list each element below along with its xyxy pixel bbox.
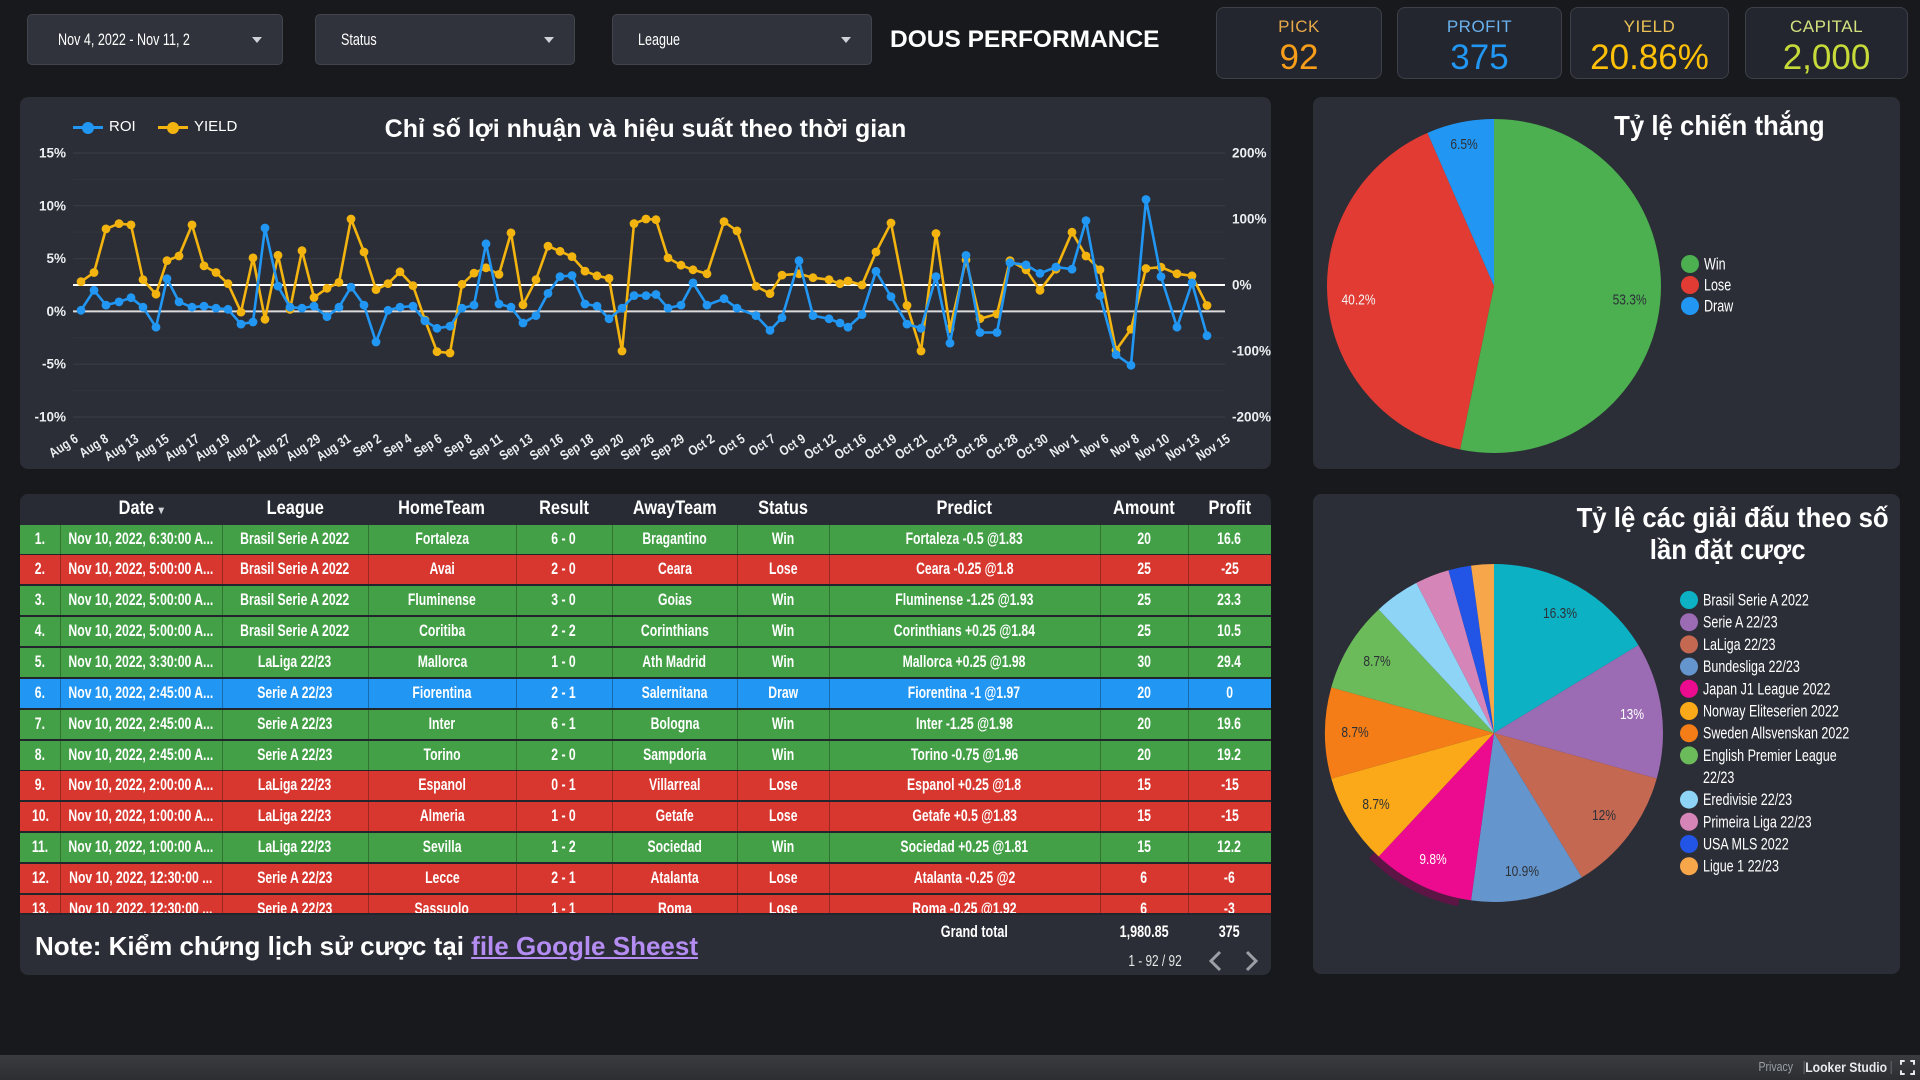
svg-text:15%: 15% — [39, 146, 66, 161]
svg-text:8.7%: 8.7% — [1363, 653, 1390, 670]
svg-text:Sep 6: Sep 6 — [411, 431, 445, 460]
svg-text:8.7%: 8.7% — [1341, 724, 1368, 741]
svg-text:10.9%: 10.9% — [1505, 863, 1539, 880]
svg-text:16.3%: 16.3% — [1543, 605, 1577, 622]
svg-text:Aug 29: Aug 29 — [283, 431, 323, 464]
svg-text:LaLiga 22/23: LaLiga 22/23 — [1703, 636, 1775, 654]
svg-text:Sep 4: Sep 4 — [381, 431, 415, 460]
svg-text:100%: 100% — [1232, 212, 1267, 227]
svg-text:Oct 9: Oct 9 — [776, 431, 808, 459]
svg-text:Aug 21: Aug 21 — [223, 431, 263, 464]
svg-text:Aug 27: Aug 27 — [253, 431, 293, 464]
svg-text:-100%: -100% — [1232, 344, 1271, 359]
svg-text:Nov 6: Nov 6 — [1077, 431, 1111, 461]
svg-text:9.8%: 9.8% — [1419, 851, 1446, 868]
svg-text:Aug 31: Aug 31 — [314, 431, 354, 464]
svg-text:Aug 6: Aug 6 — [46, 431, 81, 461]
svg-text:40.2%: 40.2% — [1341, 291, 1375, 308]
svg-text:-5%: -5% — [42, 357, 66, 372]
svg-text:Serie A 22/23: Serie A 22/23 — [1703, 614, 1778, 632]
svg-text:Oct 21: Oct 21 — [892, 431, 929, 463]
svg-text:Sep 16: Sep 16 — [527, 431, 566, 464]
svg-text:Nov 13: Nov 13 — [1163, 431, 1202, 464]
svg-text:USA MLS 2022: USA MLS 2022 — [1703, 836, 1789, 854]
svg-text:13%: 13% — [1620, 706, 1644, 723]
svg-text:Sweden Allsvenskan 2022: Sweden Allsvenskan 2022 — [1703, 725, 1849, 743]
svg-text:Nov 10: Nov 10 — [1133, 431, 1172, 464]
svg-text:200%: 200% — [1232, 146, 1267, 161]
svg-text:Oct 5: Oct 5 — [716, 431, 748, 459]
svg-text:Oct 28: Oct 28 — [983, 431, 1020, 463]
svg-text:Oct 2: Oct 2 — [685, 431, 717, 459]
svg-text:Oct 16: Oct 16 — [832, 431, 869, 463]
svg-text:-200%: -200% — [1232, 410, 1271, 425]
svg-text:Sep 11: Sep 11 — [467, 431, 505, 463]
svg-text:Oct 23: Oct 23 — [923, 431, 960, 463]
svg-text:Oct 30: Oct 30 — [1014, 431, 1051, 463]
svg-text:6.5%: 6.5% — [1450, 136, 1477, 153]
svg-text:0%: 0% — [46, 304, 66, 319]
svg-text:Sep 26: Sep 26 — [618, 431, 657, 464]
svg-text:Japan J1 League 2022: Japan J1 League 2022 — [1703, 681, 1830, 699]
svg-text:Aug 13: Aug 13 — [101, 431, 141, 464]
svg-text:5%: 5% — [46, 251, 66, 266]
svg-text:Sep 13: Sep 13 — [497, 431, 536, 464]
svg-text:Sep 20: Sep 20 — [588, 431, 627, 464]
svg-text:Draw: Draw — [1704, 298, 1734, 316]
svg-text:Aug 17: Aug 17 — [162, 431, 202, 464]
svg-text:0%: 0% — [1232, 278, 1252, 293]
svg-text:Eredivisie 22/23: Eredivisie 22/23 — [1703, 792, 1792, 810]
svg-text:53.3%: 53.3% — [1613, 291, 1647, 308]
svg-text:Ligue 1 22/23: Ligue 1 22/23 — [1703, 858, 1779, 876]
svg-text:Brasil Serie A 2022: Brasil Serie A 2022 — [1703, 592, 1809, 610]
svg-text:Win: Win — [1704, 256, 1726, 274]
svg-text:22/23: 22/23 — [1703, 769, 1734, 787]
svg-text:Oct 26: Oct 26 — [953, 431, 990, 463]
svg-text:Aug 15: Aug 15 — [132, 431, 172, 464]
svg-text:Sep 2: Sep 2 — [350, 431, 384, 460]
svg-text:12%: 12% — [1592, 807, 1616, 824]
svg-text:Nov 15: Nov 15 — [1193, 431, 1232, 464]
svg-text:Lose: Lose — [1704, 277, 1731, 295]
svg-text:Oct 19: Oct 19 — [862, 431, 899, 463]
svg-text:10%: 10% — [39, 198, 66, 213]
svg-text:Oct 12: Oct 12 — [801, 431, 838, 463]
svg-text:Sep 18: Sep 18 — [557, 431, 596, 464]
svg-text:Bundesliga 22/23: Bundesliga 22/23 — [1703, 659, 1800, 677]
svg-text:Sep 29: Sep 29 — [648, 431, 687, 464]
svg-text:Aug 19: Aug 19 — [192, 431, 232, 464]
svg-text:8.7%: 8.7% — [1362, 796, 1389, 813]
svg-text:English Premier League: English Premier League — [1703, 747, 1837, 765]
svg-text:Primeira Liga 22/23: Primeira Liga 22/23 — [1703, 814, 1812, 832]
svg-text:-10%: -10% — [34, 410, 66, 425]
svg-text:Oct 7: Oct 7 — [746, 431, 778, 459]
svg-text:Norway Eliteserien 2022: Norway Eliteserien 2022 — [1703, 703, 1839, 721]
svg-text:Nov 1: Nov 1 — [1047, 431, 1081, 461]
